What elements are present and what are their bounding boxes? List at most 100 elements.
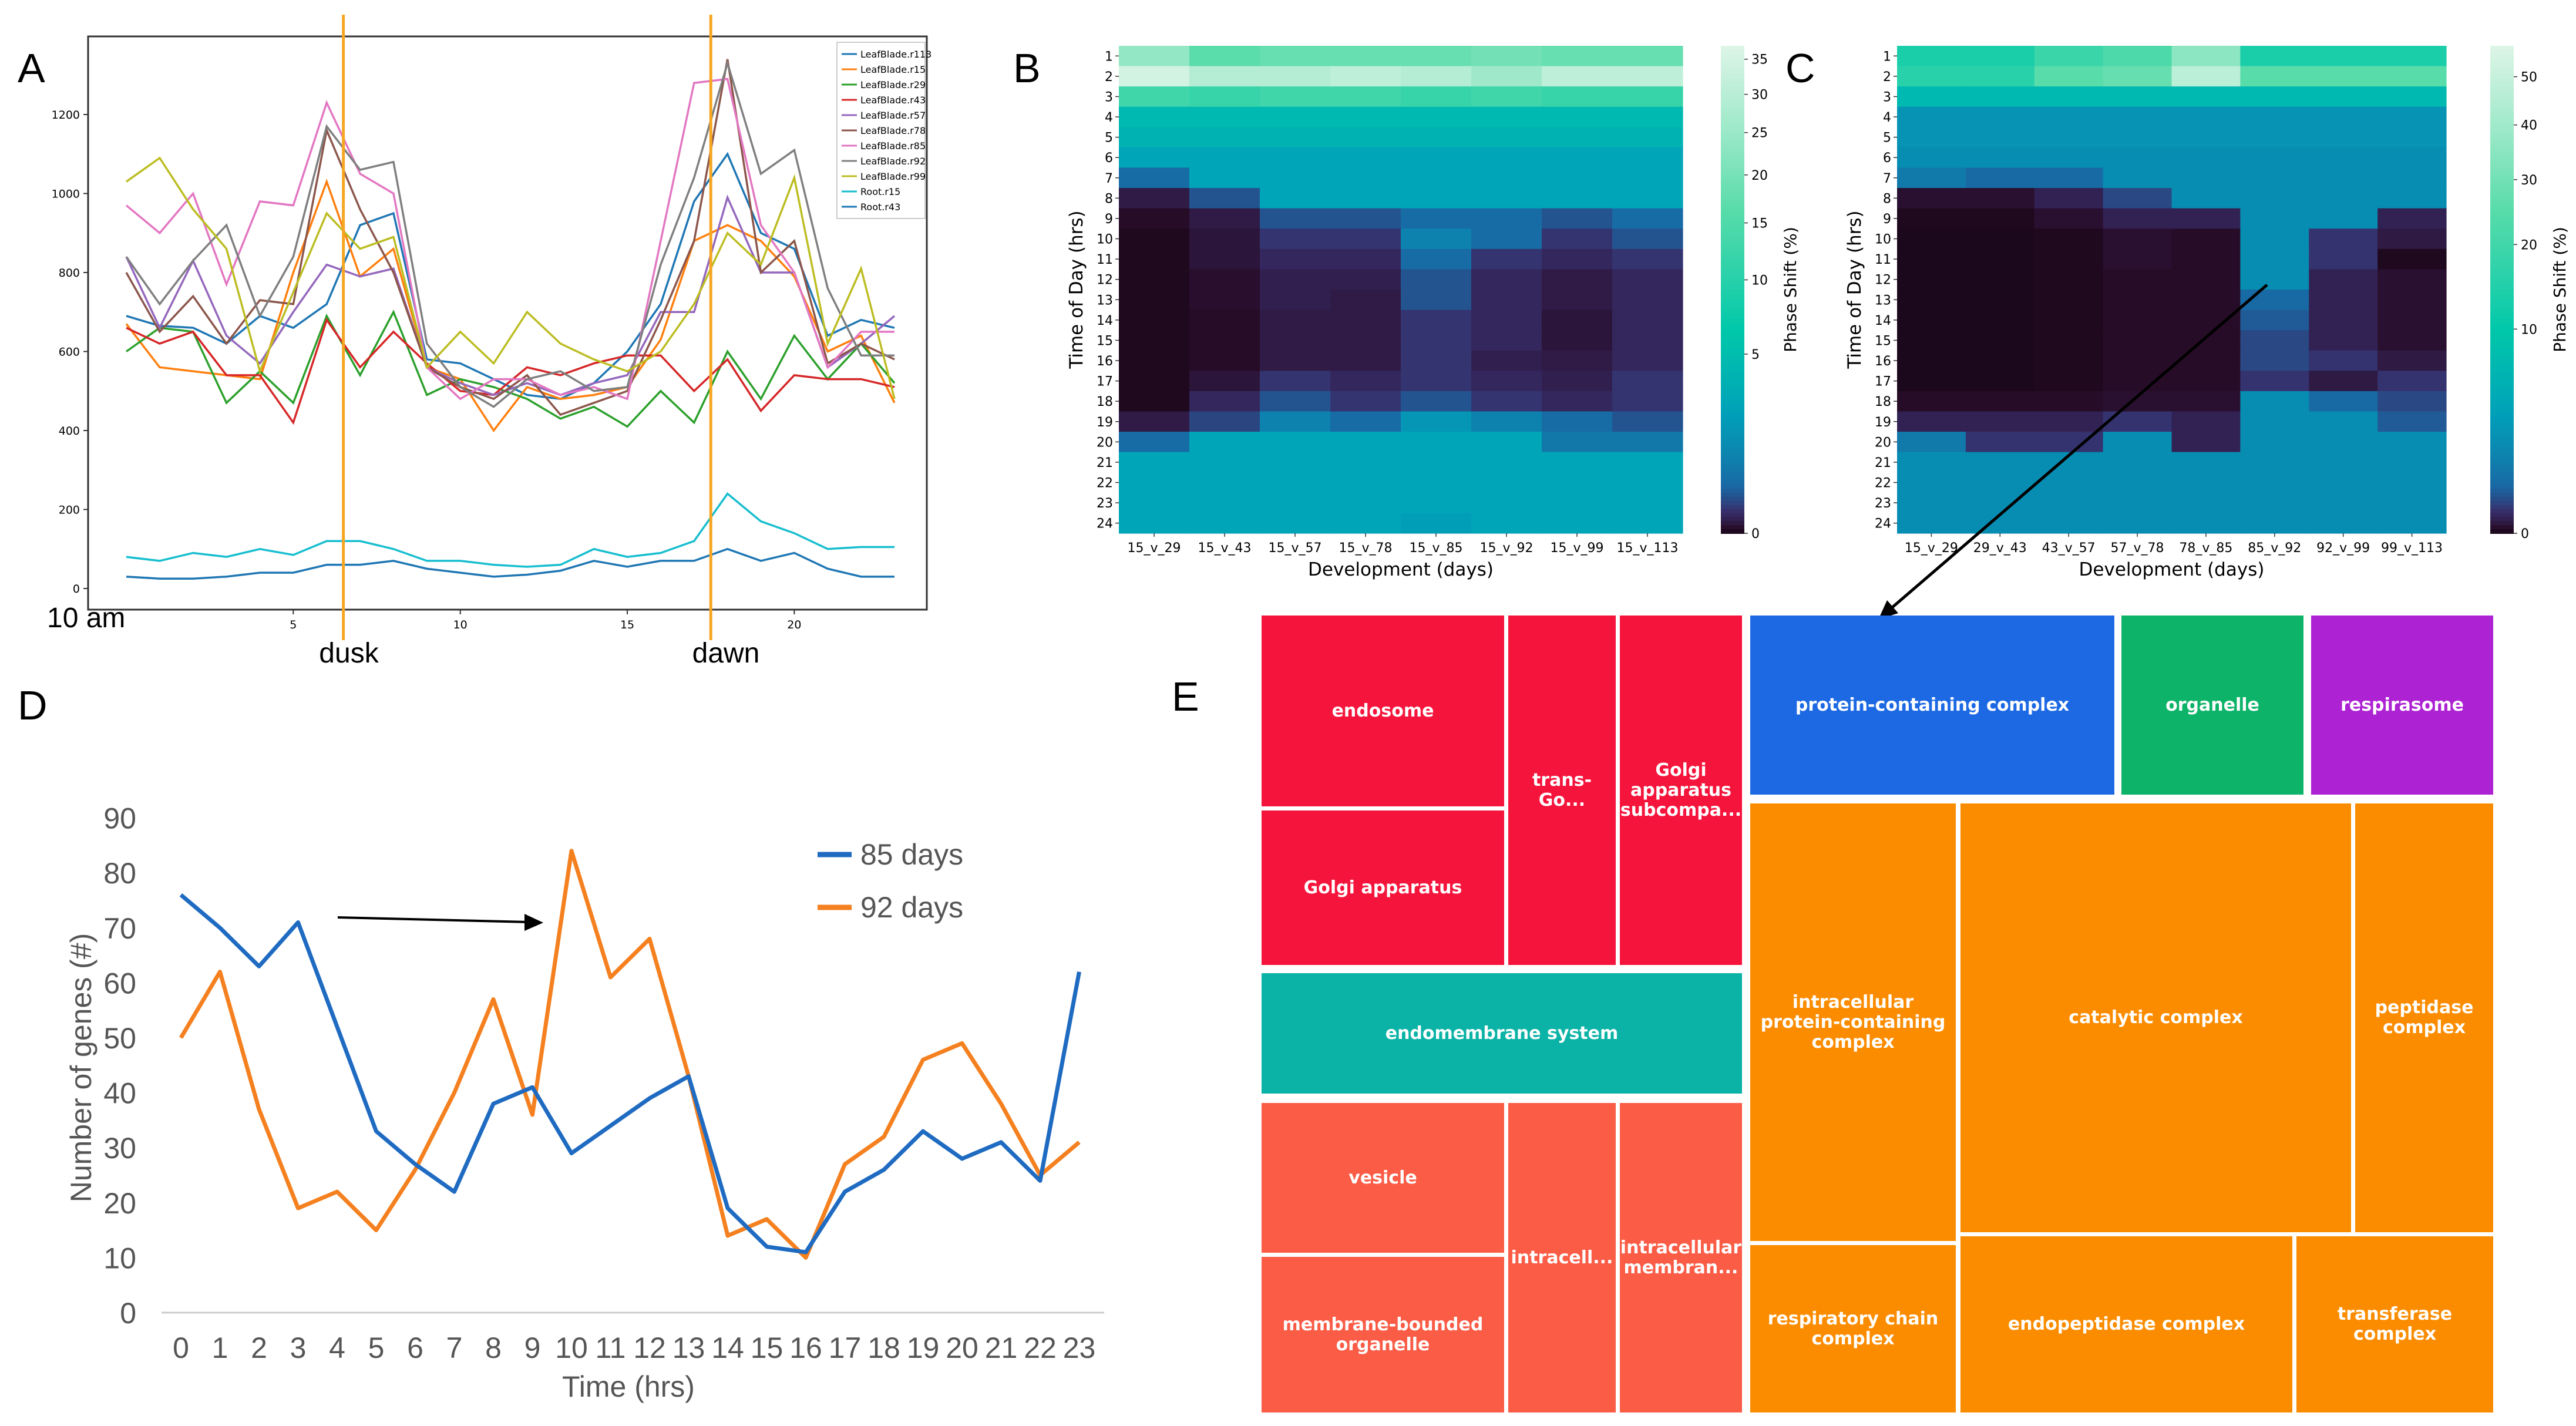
colorbar-step — [1721, 428, 1744, 433]
panel-d-ytick-label: 90 — [103, 802, 136, 835]
treemap-tile: respirasome — [2311, 616, 2493, 795]
colorbar-step — [2490, 383, 2514, 388]
heatmap-cell — [1401, 127, 1472, 148]
colorbar-step — [2490, 521, 2514, 526]
colorbar-step — [2490, 241, 2514, 245]
heatmap-ytick-label: 14 — [1875, 314, 1891, 328]
treemap-tile: vesicle — [1262, 1103, 1504, 1253]
heatmap-cell — [1897, 391, 1966, 412]
heatmap-cell — [2309, 513, 2378, 534]
heatmap-ytick-label: 1 — [1105, 49, 1113, 64]
colorbar-step — [1721, 265, 1744, 270]
colorbar-step — [1721, 439, 1744, 445]
heatmap-cell — [1612, 248, 1683, 270]
panel-b-heatmap: 1234567891011121314151617181920212223241… — [1066, 46, 1800, 580]
colorbar-step — [2490, 281, 2514, 287]
heatmap-cell — [1965, 248, 2035, 270]
colorbar-tick-label: 10 — [2521, 322, 2537, 337]
heatmap-cell — [2171, 432, 2241, 453]
panel-d-xtick-label: 21 — [985, 1331, 1018, 1364]
panel-a-series-line — [126, 547, 894, 580]
colorbar-step — [2490, 82, 2514, 88]
colorbar-step — [1721, 293, 1744, 298]
treemap-tile: protein-containing complex — [1750, 616, 2114, 795]
colorbar-step — [2490, 257, 2514, 262]
heatmap-cell — [2034, 167, 2104, 189]
treemap-tile-label: intracell... — [1511, 1247, 1613, 1268]
heatmap-cell — [1401, 513, 1472, 534]
heatmap-cell — [1612, 290, 1683, 311]
heatmap-cell — [2309, 391, 2378, 412]
heatmap-cell — [1897, 46, 1966, 67]
colorbar-step — [2490, 310, 2514, 315]
colorbar-step — [2490, 456, 2514, 461]
heatmap-xtick-label: 15_v_85 — [1409, 541, 1462, 556]
colorbar-step — [1721, 338, 1744, 343]
heatmap-ytick-label: 10 — [1875, 233, 1891, 247]
heatmap-cell — [1260, 350, 1331, 371]
colorbar-step — [2490, 228, 2514, 234]
colorbar-step — [1721, 460, 1744, 465]
heatmap-cell — [1330, 432, 1401, 453]
heatmap-xtick-label: 92_v_99 — [2316, 541, 2370, 556]
treemap-tile: peptidase complex — [2355, 803, 2493, 1232]
panel-d-xtick-label: 15 — [751, 1331, 783, 1364]
colorbar-step — [2490, 196, 2514, 201]
colorbar-step — [2490, 464, 2514, 469]
heatmap-xlabel: Development (days) — [1308, 559, 1494, 580]
colorbar-step — [1721, 314, 1744, 319]
colorbar-step — [1721, 171, 1744, 177]
heatmap-ytick-label: 21 — [1875, 456, 1891, 470]
panel-letter-a: A — [18, 45, 45, 91]
colorbar-step — [2490, 338, 2514, 343]
colorbar-step — [2490, 244, 2514, 250]
colorbar-step — [1721, 350, 1744, 355]
heatmap-cell — [1401, 492, 1472, 514]
heatmap-cell — [1542, 269, 1613, 290]
panel-d-ytick-label: 30 — [103, 1132, 136, 1165]
colorbar-step — [2490, 58, 2514, 63]
heatmap-cell — [1965, 432, 2035, 453]
heatmap-cell — [1189, 350, 1260, 371]
heatmap-xtick-label: 15_v_43 — [1198, 541, 1251, 556]
heatmap-cell — [1965, 452, 2035, 473]
panel-a-series-line — [125, 78, 894, 401]
colorbar-step — [1721, 436, 1744, 440]
colorbar-step — [1721, 492, 1744, 497]
heatmap-cell — [2377, 127, 2447, 148]
heatmap-cell — [1119, 248, 1190, 270]
heatmap-cell — [1330, 452, 1401, 473]
heatmap-cell — [1330, 391, 1401, 412]
heatmap-cell — [1612, 411, 1683, 432]
heatmap-cell — [1119, 432, 1190, 453]
colorbar-step — [2490, 509, 2514, 514]
colorbar-step — [2490, 248, 2514, 254]
heatmap-xtick-label: 15_v_29 — [1905, 541, 1958, 556]
heatmap-xtick-label: 15_v_57 — [1268, 541, 1321, 556]
colorbar-step — [1721, 98, 1744, 103]
heatmap-cell — [1189, 188, 1260, 209]
colorbar-step — [2490, 443, 2514, 449]
colorbar-step — [1721, 46, 1744, 51]
colorbar-step — [1721, 529, 1744, 534]
colorbar-step — [2490, 119, 2514, 124]
heatmap-cell — [2240, 492, 2309, 514]
heatmap-cell — [1612, 432, 1683, 453]
colorbar-step — [2490, 95, 2514, 99]
heatmap-cell — [1542, 46, 1613, 67]
panel-d-legend: 85 days 92 days — [818, 838, 963, 924]
treemap-tile: intracell... — [1508, 1103, 1616, 1412]
colorbar-step — [1721, 58, 1744, 63]
heatmap-ytick-label: 23 — [1097, 496, 1113, 511]
panel-a-series-line — [125, 59, 894, 408]
heatmap-cell — [1189, 411, 1260, 432]
heatmap-cell — [2377, 147, 2447, 169]
heatmap-cell — [1401, 452, 1472, 473]
panel-a-ytick-label: 0 — [73, 583, 80, 596]
heatmap-cell — [1189, 106, 1260, 127]
colorbar-step — [2490, 529, 2514, 534]
heatmap-cell — [1897, 290, 1966, 311]
heatmap-cell — [1897, 228, 1966, 250]
heatmap-cell — [1542, 290, 1613, 311]
heatmap-cell — [1119, 452, 1190, 473]
